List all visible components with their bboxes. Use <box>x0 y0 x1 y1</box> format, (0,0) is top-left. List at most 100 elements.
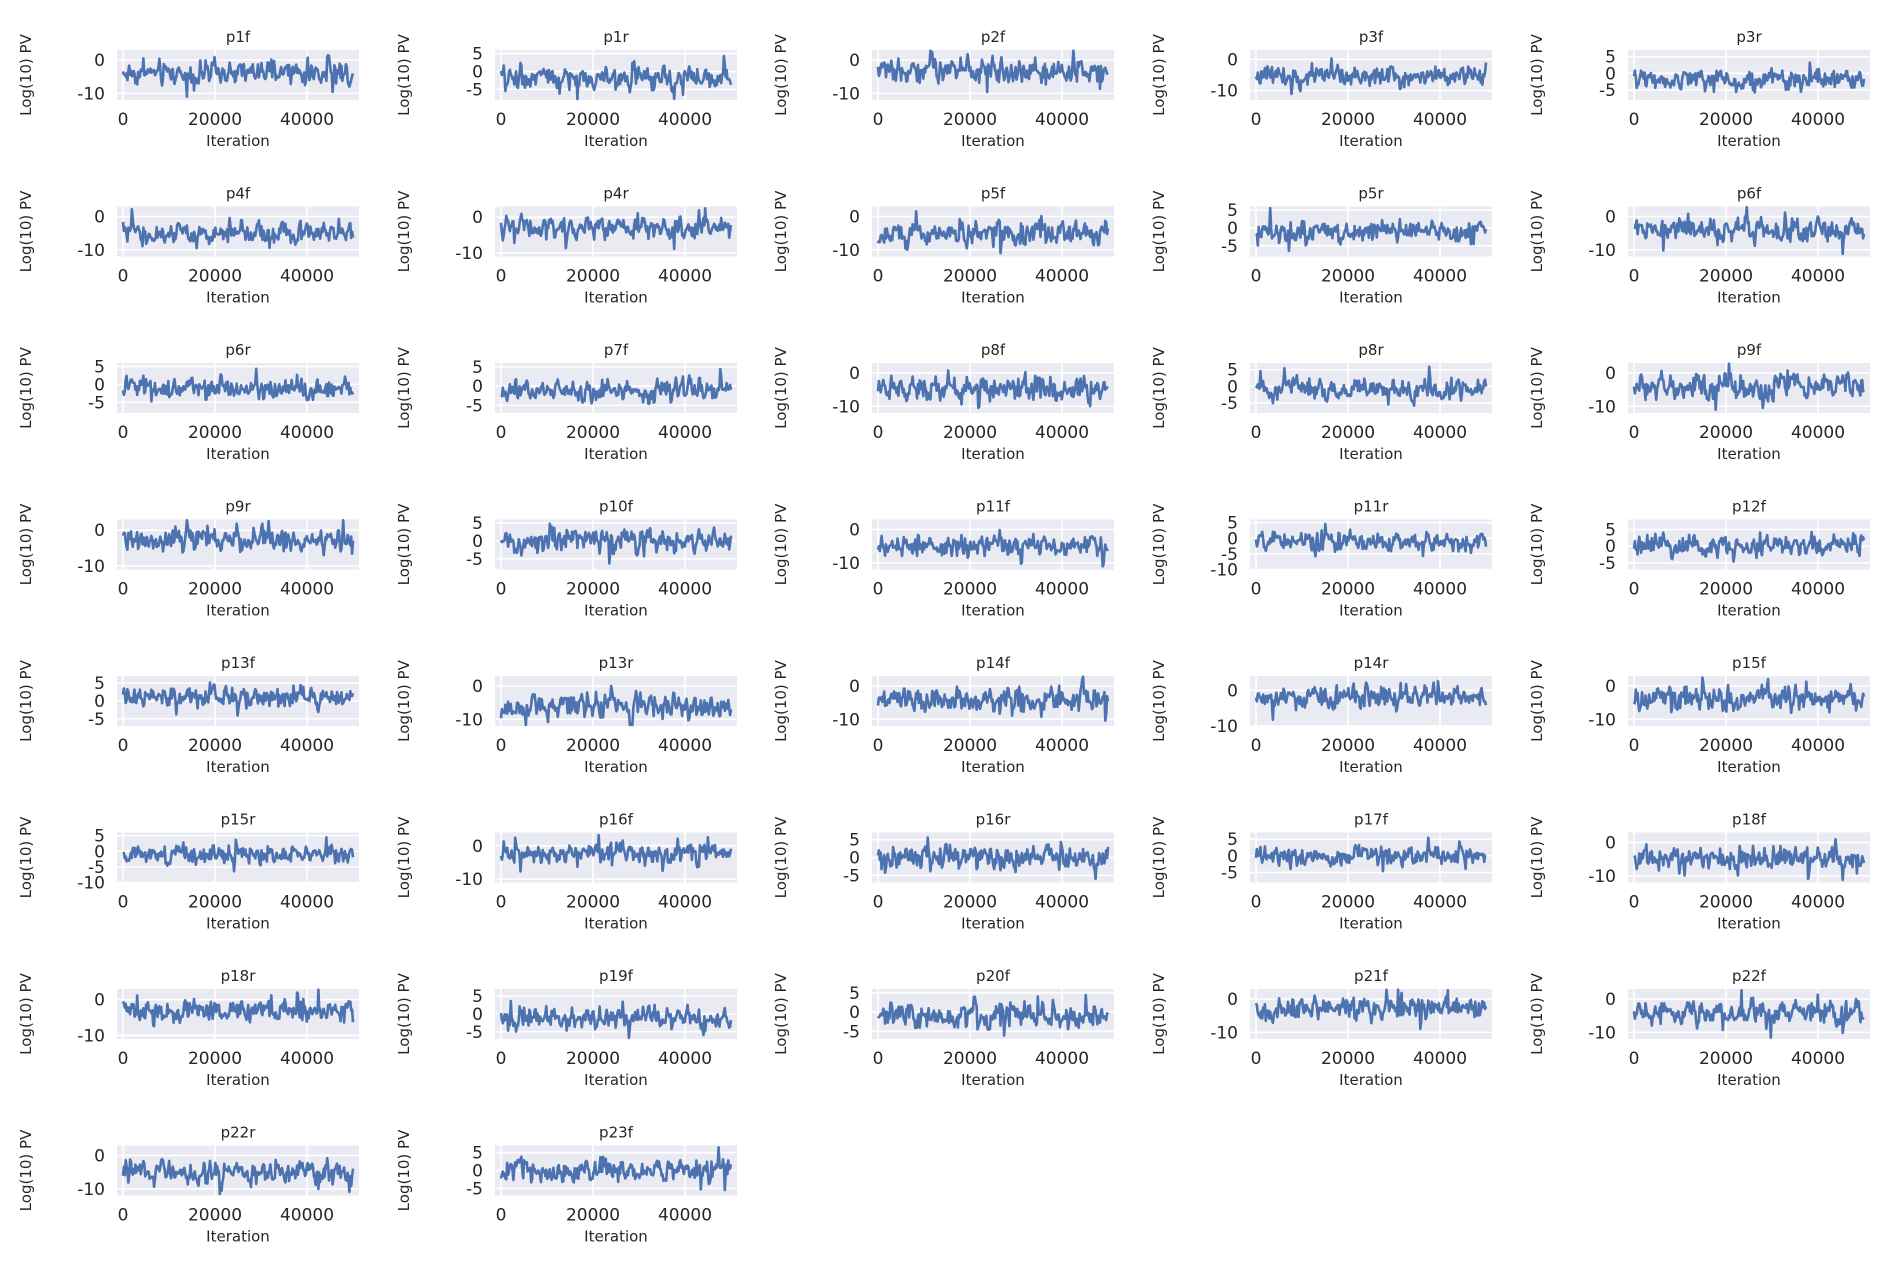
x-tick-label: 40000 <box>658 893 712 913</box>
trace-line <box>1255 206 1488 253</box>
x-tick-label: 40000 <box>1035 736 1089 756</box>
y-axis-label: Log(10) PV <box>17 816 35 898</box>
x-tick-label: 20000 <box>1321 893 1375 913</box>
y-tick-label: 0 <box>472 1005 483 1025</box>
x-tick-label: 40000 <box>1035 893 1089 913</box>
x-tick-label: 40000 <box>280 423 334 443</box>
x-tick-label: 40000 <box>1791 736 1845 756</box>
y-axis-label: Log(10) PV <box>1150 503 1168 585</box>
y-tick-label: 0 <box>1227 681 1238 701</box>
y-tick-label: 0 <box>1227 847 1238 867</box>
y-tick-label: -10 <box>1588 397 1616 417</box>
x-tick-label: 0 <box>496 893 507 913</box>
y-tick-label: 5 <box>94 358 105 378</box>
y-axis-label: Log(10) PV <box>1528 659 1546 741</box>
x-tick-label: 40000 <box>1413 580 1467 600</box>
subplot-p3f: p3f 0 -10 0 20000 40000 Iteration Log(10) PV <box>1150 28 1492 150</box>
y-axis-label: Log(10) PV <box>772 346 790 428</box>
y-tick-label: -5 <box>1221 237 1238 257</box>
x-tick-label: 20000 <box>943 267 997 287</box>
subplot-title: p11f <box>976 498 1011 516</box>
x-tick-label: 40000 <box>280 893 334 913</box>
x-axis-label: Iteration <box>961 289 1025 307</box>
x-tick-label: 20000 <box>566 110 620 130</box>
subplot-title: p5r <box>1358 185 1384 203</box>
y-tick-label: 0 <box>472 377 483 397</box>
y-tick-label: 0 <box>1227 50 1238 70</box>
y-tick-label: -10 <box>77 874 105 894</box>
subplot-title: p11r <box>1354 498 1390 516</box>
x-tick-label: 20000 <box>566 580 620 600</box>
subplot-title: p21f <box>1354 967 1389 985</box>
x-tick-label: 20000 <box>1699 267 1753 287</box>
trace-line <box>876 210 1110 255</box>
x-tick-label: 0 <box>496 1049 507 1069</box>
x-tick-label: 0 <box>1629 267 1640 287</box>
x-axis-label: Iteration <box>584 915 648 933</box>
y-axis-label: Log(10) PV <box>772 659 790 741</box>
x-tick-label: 20000 <box>566 1049 620 1069</box>
x-tick-label: 0 <box>118 1206 129 1226</box>
x-tick-label: 20000 <box>566 1206 620 1226</box>
x-tick-label: 40000 <box>658 1206 712 1226</box>
x-tick-label: 20000 <box>1699 736 1753 756</box>
subplot-title: p15f <box>1732 654 1767 672</box>
trace-line <box>121 681 355 717</box>
x-tick-label: 40000 <box>1413 423 1467 443</box>
x-axis-label: Iteration <box>584 1071 648 1089</box>
trace-line <box>1254 836 1487 873</box>
y-tick-label: 5 <box>472 1144 483 1164</box>
y-tick-label: -10 <box>1588 1023 1616 1043</box>
y-axis-label: Log(10) PV <box>1528 190 1546 272</box>
y-tick-label: -5 <box>466 396 483 416</box>
y-axis-label: Log(10) PV <box>17 33 35 115</box>
x-axis-label: Iteration <box>584 602 648 620</box>
subplot-title: p9f <box>1737 341 1762 359</box>
y-axis-label: Log(10) PV <box>772 972 790 1054</box>
x-tick-label: 40000 <box>280 267 334 287</box>
y-axis-label: Log(10) PV <box>1528 346 1546 428</box>
y-tick-label: 0 <box>1227 219 1238 239</box>
y-tick-label: 0 <box>1227 529 1238 549</box>
x-tick-label: 40000 <box>1413 893 1467 913</box>
y-axis-label: Log(10) PV <box>772 503 790 585</box>
y-tick-label: -10 <box>1588 710 1616 730</box>
subplot-p14r: p14r 0 -10 0 20000 40000 Iteration Log(10) PV <box>1150 654 1492 776</box>
subplot-title: p18r <box>221 967 257 985</box>
y-tick-label: -10 <box>77 84 105 104</box>
x-tick-label: 40000 <box>280 110 334 130</box>
trace-line <box>876 675 1110 722</box>
x-tick-label: 40000 <box>1035 110 1089 130</box>
x-tick-label: 0 <box>873 110 884 130</box>
x-axis-label: Iteration <box>206 289 270 307</box>
subplot-title: p16f <box>599 811 634 829</box>
x-axis-label: Iteration <box>584 289 648 307</box>
x-tick-label: 40000 <box>1791 267 1845 287</box>
x-tick-label: 40000 <box>1035 1049 1089 1069</box>
x-tick-label: 20000 <box>188 267 242 287</box>
x-tick-label: 20000 <box>566 893 620 913</box>
subplot-p9r: p9r 0 -10 0 20000 40000 Iteration Log(10) PV <box>17 498 359 620</box>
y-tick-label: 5 <box>472 514 483 534</box>
y-axis-label: Log(10) PV <box>395 190 413 272</box>
trace-line <box>121 53 355 98</box>
x-tick-label: 0 <box>1629 893 1640 913</box>
x-tick-label: 40000 <box>658 1049 712 1069</box>
x-axis-label: Iteration <box>1717 1071 1781 1089</box>
y-tick-label: 0 <box>472 837 483 857</box>
y-tick-label: 0 <box>94 692 105 712</box>
x-tick-label: 20000 <box>943 736 997 756</box>
y-tick-label: -5 <box>1221 864 1238 884</box>
x-tick-label: 40000 <box>280 1206 334 1226</box>
x-tick-label: 20000 <box>566 423 620 443</box>
subplot-p4f: p4f 0 -10 0 20000 40000 Iteration Log(10) PV <box>17 185 359 307</box>
trace-line <box>499 999 733 1040</box>
x-tick-label: 20000 <box>943 580 997 600</box>
y-axis-label: Log(10) PV <box>1528 33 1546 115</box>
